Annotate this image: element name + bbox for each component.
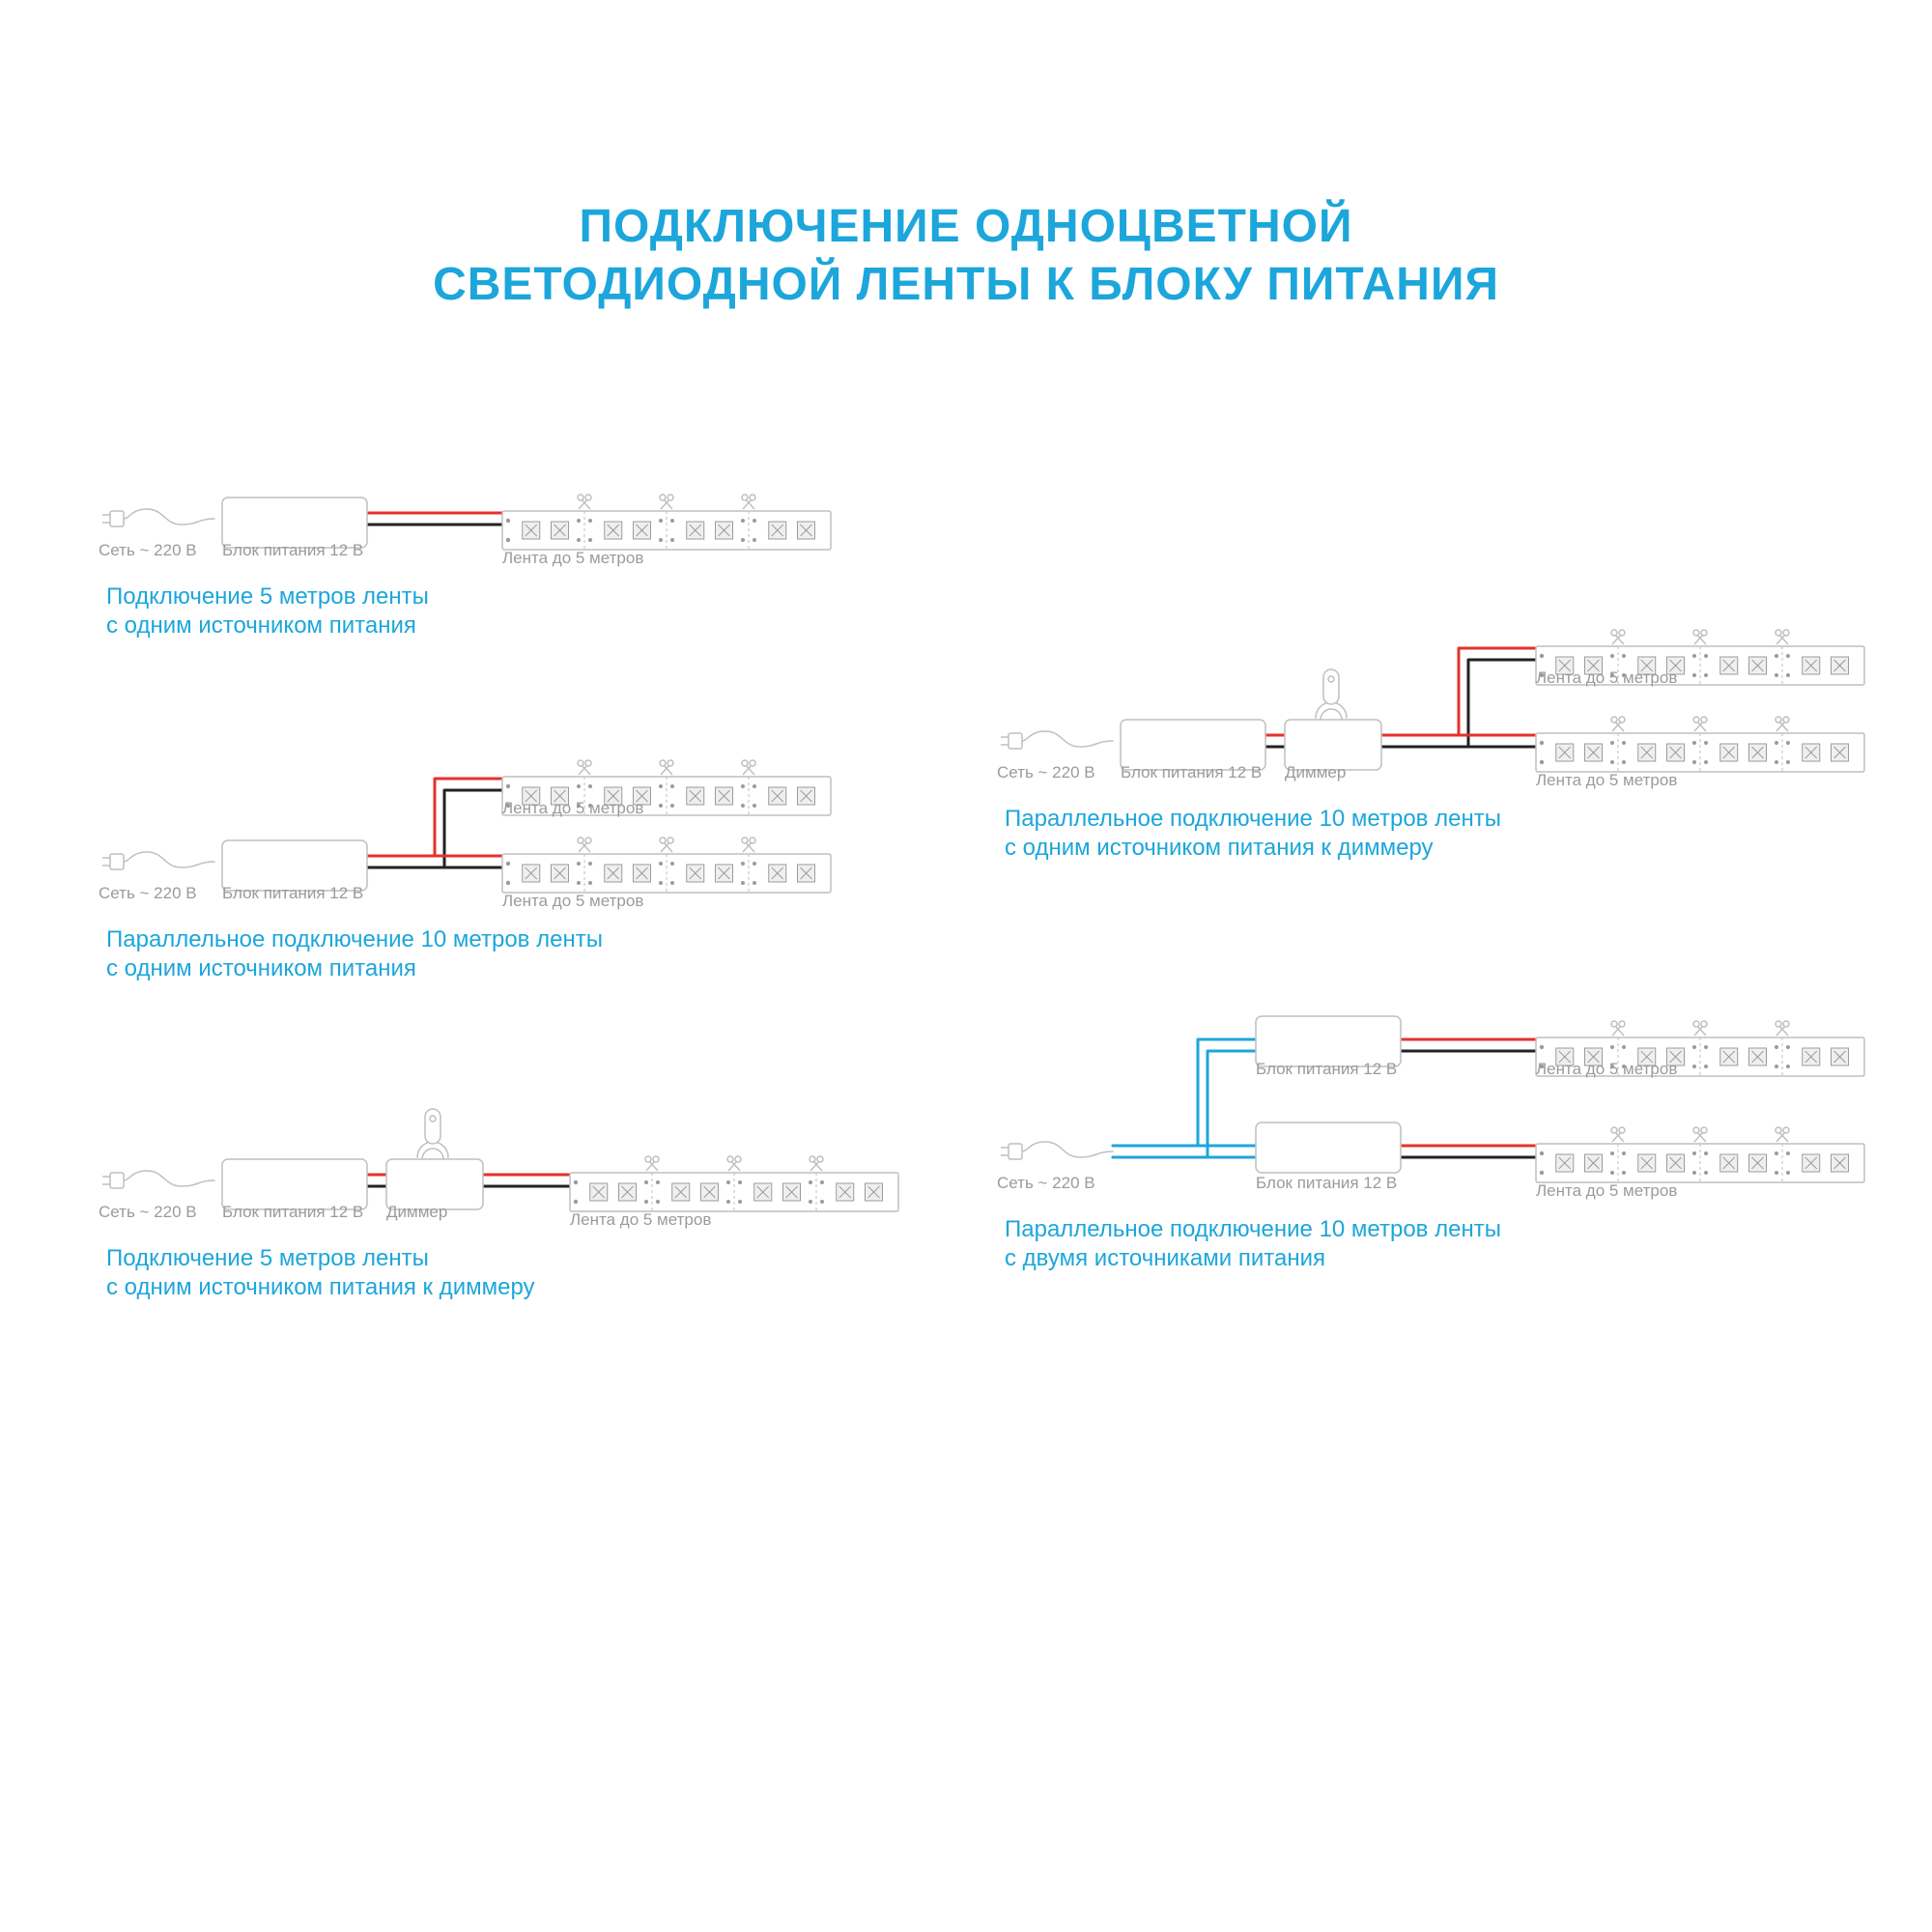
psu-box — [1256, 1122, 1401, 1173]
strip-label: Лента до 5 метров — [502, 892, 643, 910]
strip-label-top: Лента до 5 метров — [502, 799, 643, 817]
diagram-caption: с одним источником питания к диммеру — [1005, 835, 1434, 861]
psu-label: Блок питания 12 В — [1256, 1174, 1397, 1192]
dimmer-label: Диммер — [386, 1203, 447, 1221]
strip-label: Лента до 5 метров — [570, 1210, 711, 1229]
psu-label: Блок питания 12 В — [1121, 763, 1262, 781]
diagram-d5: Сеть ~ 220 В Блок питания 12 В Блок питани… — [997, 1016, 1864, 1271]
diagram-caption: с одним источником питания — [106, 612, 416, 639]
diagram-d4: Сеть ~ 220 В Блок питания 12 В Диммер Лента… — [997, 630, 1864, 861]
diagram-d2: Сеть ~ 220 В Блок питания 12 В Лента до 5 … — [99, 760, 831, 981]
mains-label: Сеть ~ 220 В — [99, 541, 197, 559]
diagram-d1: Сеть ~ 220 В Блок питания 12 В Лента до 5 … — [99, 495, 831, 639]
mains-label: Сеть ~ 220 В — [997, 1174, 1095, 1192]
diagram-d3: Сеть ~ 220 В Блок питания 12 В Диммер Лента… — [99, 1109, 898, 1300]
dimmer-label: Диммер — [1285, 763, 1346, 781]
strip-label-top: Лента до 5 метров — [1536, 668, 1677, 687]
diagram-caption: Подключение 5 метров ленты — [106, 583, 429, 610]
psu-label: Блок питания 12 В — [222, 541, 363, 559]
strip-label: Лента до 5 метров — [1536, 1181, 1677, 1200]
diagram-caption: Подключение 5 метров ленты — [106, 1245, 429, 1271]
diagram-caption: с одним источником питания — [106, 955, 416, 981]
diagram-caption: Параллельное подключение 10 метров ленты — [1005, 1216, 1501, 1242]
psu-label-top: Блок питания 12 В — [1256, 1060, 1397, 1078]
diagram-caption: Параллельное подключение 10 метров ленты — [106, 926, 603, 952]
psu-label: Блок питания 12 В — [222, 1203, 363, 1221]
strip-label: Лента до 5 метров — [1536, 771, 1677, 789]
title-line-1: ПОДКЛЮЧЕНИЕ ОДНОЦВЕТНОЙ — [580, 199, 1353, 252]
diagram-caption: Параллельное подключение 10 метров ленты — [1005, 806, 1501, 832]
psu-label: Блок питания 12 В — [222, 884, 363, 902]
title-line-2: СВЕТОДИОДНОЙ ЛЕНТЫ К БЛОКУ ПИТАНИЯ — [433, 257, 1499, 310]
diagram-caption: с одним источником питания к диммеру — [106, 1274, 535, 1300]
strip-label: Лента до 5 метров — [502, 549, 643, 567]
mains-label: Сеть ~ 220 В — [997, 763, 1095, 781]
mains-label: Сеть ~ 220 В — [99, 1203, 197, 1221]
diagram-caption: с двумя источниками питания — [1005, 1245, 1325, 1271]
strip-label-top: Лента до 5 метров — [1536, 1060, 1677, 1078]
mains-label: Сеть ~ 220 В — [99, 884, 197, 902]
